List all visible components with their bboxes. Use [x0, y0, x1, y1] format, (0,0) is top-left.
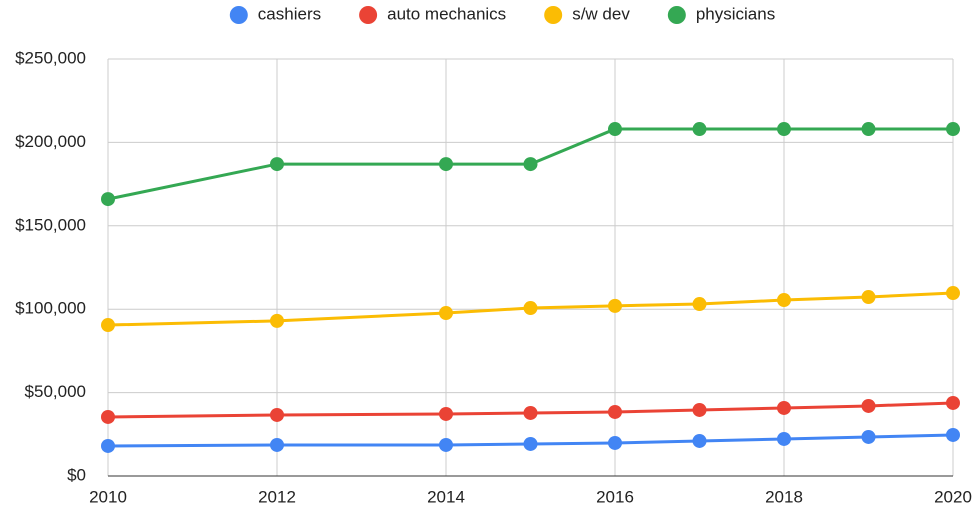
data-point: [608, 404, 622, 419]
data-point: [101, 318, 115, 333]
data-point: [946, 427, 960, 442]
data-point: [861, 290, 876, 305]
y-tick-label: $250,000: [15, 48, 86, 67]
data-point: [608, 435, 622, 450]
data-point: [692, 297, 707, 312]
data-point: [439, 157, 453, 172]
data-point: [270, 407, 284, 422]
x-tick-label: 2020: [934, 487, 972, 506]
data-point: [946, 395, 960, 410]
data-point: [692, 433, 707, 448]
data-point: [946, 286, 960, 301]
legend-label: auto mechanics: [387, 4, 506, 23]
y-tick-label: $200,000: [15, 132, 86, 151]
data-point: [777, 431, 791, 446]
data-point: [608, 122, 622, 137]
data-point: [523, 157, 538, 172]
y-tick-label: $0: [67, 465, 86, 484]
legend-marker: [229, 6, 248, 24]
y-tick-label: $150,000: [15, 215, 86, 234]
data-point: [439, 406, 453, 421]
data-point: [270, 313, 284, 328]
data-point: [439, 306, 453, 321]
x-tick-label: 2012: [258, 487, 296, 506]
x-tick-label: 2016: [596, 487, 634, 506]
x-tick-label: 2018: [765, 487, 803, 506]
legend-marker: [544, 6, 563, 24]
y-tick-label: $50,000: [25, 382, 86, 401]
data-point: [861, 122, 876, 137]
x-tick-label: 2010: [89, 487, 127, 506]
data-point: [692, 402, 707, 417]
legend-label: s/w dev: [572, 4, 630, 23]
legend-label: physicians: [696, 4, 775, 23]
data-point: [101, 192, 115, 207]
data-point: [101, 409, 115, 424]
data-point: [523, 436, 538, 451]
y-tick-label: $100,000: [15, 299, 86, 318]
data-point: [946, 122, 960, 137]
data-point: [523, 301, 538, 316]
data-point: [270, 437, 284, 452]
data-point: [608, 298, 622, 313]
data-point: [270, 157, 284, 172]
data-point: [861, 398, 876, 413]
data-point: [101, 438, 115, 453]
legend-marker: [359, 6, 378, 24]
data-point: [523, 405, 538, 420]
data-point: [692, 122, 707, 137]
data-point: [777, 400, 791, 415]
data-point: [777, 293, 791, 308]
data-point: [777, 122, 791, 137]
legend-label: cashiers: [258, 4, 321, 23]
data-point: [439, 437, 453, 452]
x-tick-label: 2014: [427, 487, 465, 506]
data-point: [861, 429, 876, 444]
legend-marker: [667, 6, 686, 24]
